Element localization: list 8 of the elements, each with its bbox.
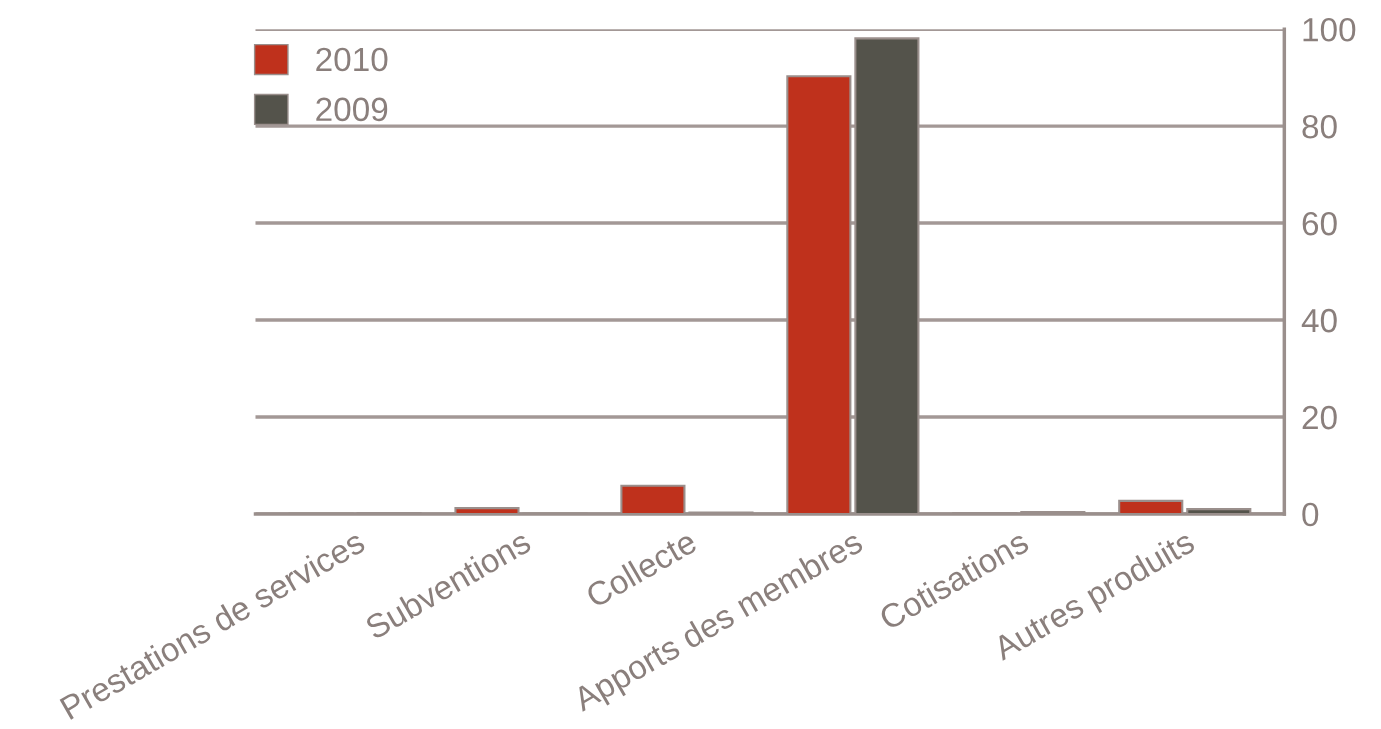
y-tick-label: 100 [1303, 17, 1356, 42]
legend-label: 2009 [316, 97, 388, 122]
y-tick-label: 60 [1302, 211, 1337, 236]
y-tick-label: 0 [1302, 502, 1319, 527]
y-tick-label: 40 [1301, 308, 1337, 333]
y-tick-label: 20 [1302, 405, 1337, 430]
y-tick-label: 80 [1302, 114, 1337, 139]
legend-label: 2010 [316, 47, 388, 72]
